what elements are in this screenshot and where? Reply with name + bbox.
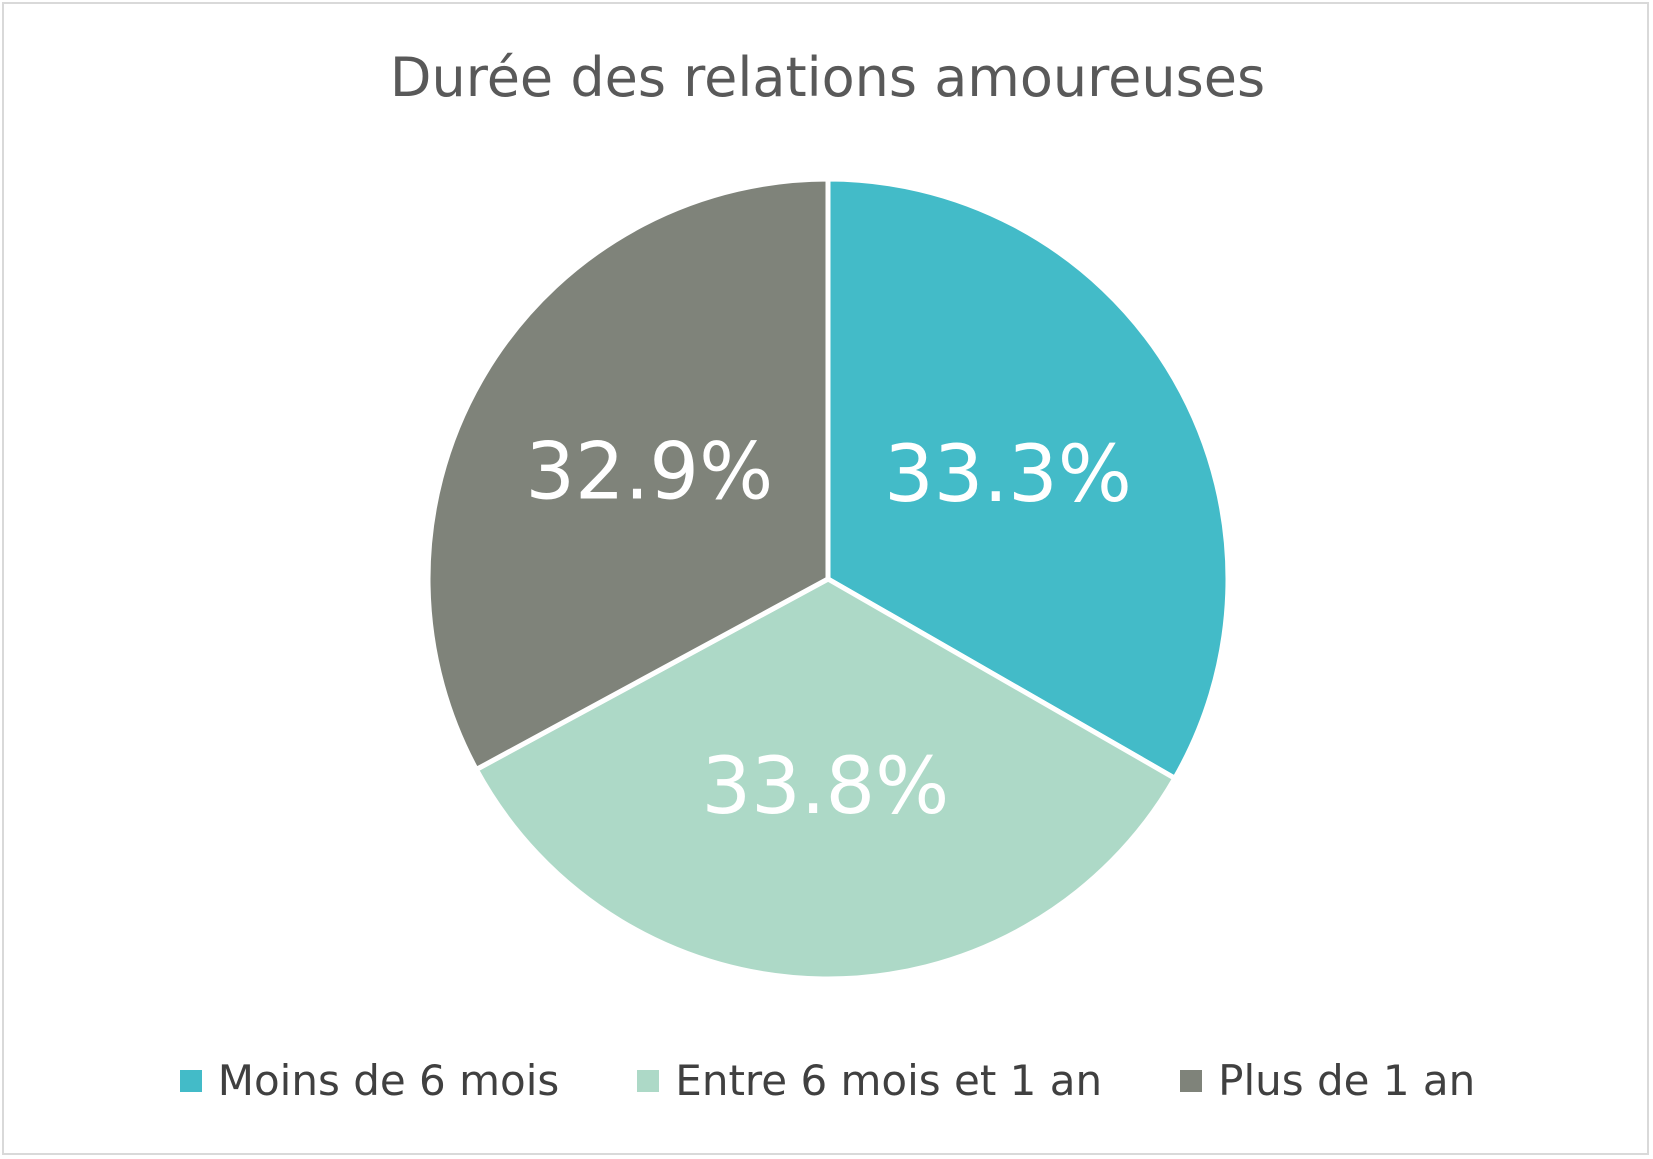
legend-label-0: Moins de 6 mois xyxy=(217,1056,560,1105)
slice-data-label-1: 33.8% xyxy=(701,742,949,832)
legend-item-0: Moins de 6 mois xyxy=(179,1056,560,1105)
pie-labels: 33.3% 33.8% 32.9% xyxy=(525,428,1132,832)
pie-slices xyxy=(425,176,1231,982)
pie-slice-2 xyxy=(425,176,831,772)
pie-slice-1 xyxy=(473,576,1178,982)
legend-swatch-2 xyxy=(1180,1069,1203,1092)
legend-item-2: Plus de 1 an xyxy=(1180,1056,1475,1105)
chart-title: Durée des relations amoureuses xyxy=(389,46,1266,109)
legend-item-1: Entre 6 mois et 1 an xyxy=(637,1056,1102,1105)
slice-data-label-2: 32.9% xyxy=(525,428,773,518)
legend-label-2: Plus de 1 an xyxy=(1218,1056,1476,1105)
chart-legend: Moins de 6 mois Entre 6 mois et 1 an Plus … xyxy=(4,1056,1651,1105)
legend-label-1: Entre 6 mois et 1 an xyxy=(675,1056,1103,1105)
legend-swatch-1 xyxy=(637,1069,660,1092)
pie-chart: 33.3% 33.8% 32.9% xyxy=(425,176,1231,982)
legend-swatch-0 xyxy=(179,1069,202,1092)
pie-slice-0 xyxy=(825,176,1231,781)
slice-data-label-0: 33.3% xyxy=(884,430,1132,520)
